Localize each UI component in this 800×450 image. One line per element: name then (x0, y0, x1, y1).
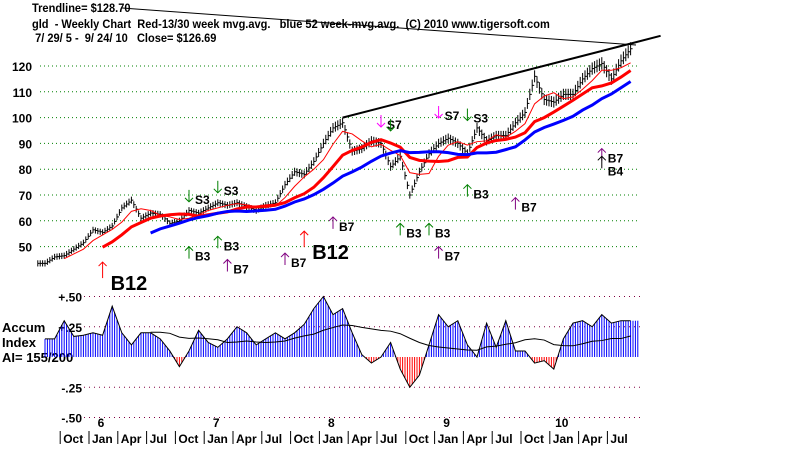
buy-arrowhead-icon (184, 245, 194, 251)
accum-tick-label: -.25 (61, 381, 82, 395)
sell-arrowhead-icon (386, 126, 395, 132)
accum-label: Accum Index AI= 155/200 (2, 320, 73, 365)
sell-arrowhead-icon (463, 116, 472, 122)
signal-label: S7 (445, 109, 460, 123)
month-label: Jul (265, 432, 282, 446)
price-tick-label: 110 (13, 86, 33, 100)
signal-label: B3 (195, 250, 211, 264)
signal-label: B3 (435, 226, 451, 240)
buy-arrowhead-icon (434, 245, 443, 251)
month-label: Apr (236, 432, 257, 446)
month-label: Jul (495, 432, 512, 446)
signal-label: B7 (445, 250, 461, 264)
buy-arrowhead-icon (597, 155, 607, 161)
trendline-value: Trendline= $128.70 (32, 1, 131, 15)
signal-label: B7 (339, 220, 355, 234)
buy-arrowhead-icon (511, 196, 520, 202)
month-label: Oct (63, 432, 83, 446)
resistance-trendline (342, 34, 661, 119)
month-label: Apr (466, 432, 487, 446)
year-label: 10 (555, 416, 569, 430)
signal-label: B3 (406, 226, 422, 240)
price-tick-label: 100 (12, 112, 32, 126)
price-tick-label: 70 (19, 189, 33, 203)
month-label: Apr (121, 432, 142, 446)
month-label: Jul (150, 432, 167, 446)
buy-arrowhead-icon (424, 222, 434, 228)
year-label: 6 (98, 416, 105, 430)
sell-arrowhead-icon (184, 197, 194, 203)
year-label: 8 (328, 416, 335, 430)
price-tick-label: 80 (19, 163, 33, 177)
buy-arrowhead-icon (213, 235, 223, 241)
signal-label: B7 (291, 256, 307, 270)
sell-arrowhead-icon (376, 122, 386, 128)
signal-label: S3 (224, 184, 239, 198)
price-tick-label: 60 (19, 215, 33, 229)
month-label: Apr (351, 432, 372, 446)
ma52-line (150, 80, 632, 235)
accum-label-line1: Accum (2, 320, 46, 335)
buy-arrowhead-icon (299, 230, 309, 236)
sell-arrowhead-icon (434, 113, 443, 119)
month-label: Oct (524, 432, 544, 446)
ma30-line (101, 69, 632, 249)
signal-label: S3 (473, 112, 488, 126)
signal-label: B7 (608, 152, 624, 166)
buy-arrowhead-icon (395, 222, 405, 228)
signal-label: B12 (312, 242, 349, 264)
signal-label: B12 (111, 273, 148, 295)
month-label: Jan (207, 432, 228, 446)
buy-arrowhead-icon (463, 183, 472, 190)
month-label: Jan (322, 432, 343, 446)
year-label: 9 (443, 416, 450, 430)
buy-arrowhead-icon (597, 147, 607, 153)
month-label: Oct (294, 432, 314, 446)
accum-tick-label: -.50 (61, 412, 82, 426)
date-range-close: 7/ 29/ 5 - 9/ 24/ 10 Close= $126.69 (32, 31, 217, 45)
month-label: Oct (178, 432, 198, 446)
price-tick-label: 50 (19, 241, 33, 255)
ma13-line (63, 62, 631, 260)
chart-title: gld - Weekly Chart Red-13/30 week mvg.av… (32, 17, 550, 31)
year-label: 7 (213, 416, 220, 430)
signal-label: B3 (224, 239, 240, 253)
month-label: Jan (553, 432, 574, 446)
buy-arrowhead-icon (223, 258, 232, 264)
price-tick-label: 120 (12, 60, 32, 74)
month-label: Jan (92, 432, 113, 446)
signal-label: B3 (473, 188, 489, 202)
signal-label: S3 (195, 193, 210, 207)
buy-arrowhead-icon (98, 261, 107, 267)
buy-arrowhead-icon (280, 252, 290, 258)
month-label: Oct (409, 432, 429, 446)
month-label: Jan (438, 432, 459, 446)
month-label: Apr (582, 432, 603, 446)
accum-outline (45, 295, 631, 389)
buy-arrowhead-icon (328, 216, 338, 222)
signal-label: B7 (521, 201, 537, 215)
price-tick-label: 90 (19, 137, 33, 151)
accum-tick-label: +.50 (58, 291, 82, 305)
sell-arrowhead-icon (213, 188, 223, 194)
signal-label: B7 (233, 263, 249, 277)
month-label: Jul (610, 432, 627, 446)
month-label: Jul (380, 432, 397, 446)
signal-label: B4 (608, 165, 624, 179)
accum-label-line2: Index (2, 335, 36, 350)
accum-ai-value: AI= 155/200 (2, 350, 74, 365)
accum-moving-average (150, 324, 631, 351)
header-trendline-connector (121, 7, 637, 46)
